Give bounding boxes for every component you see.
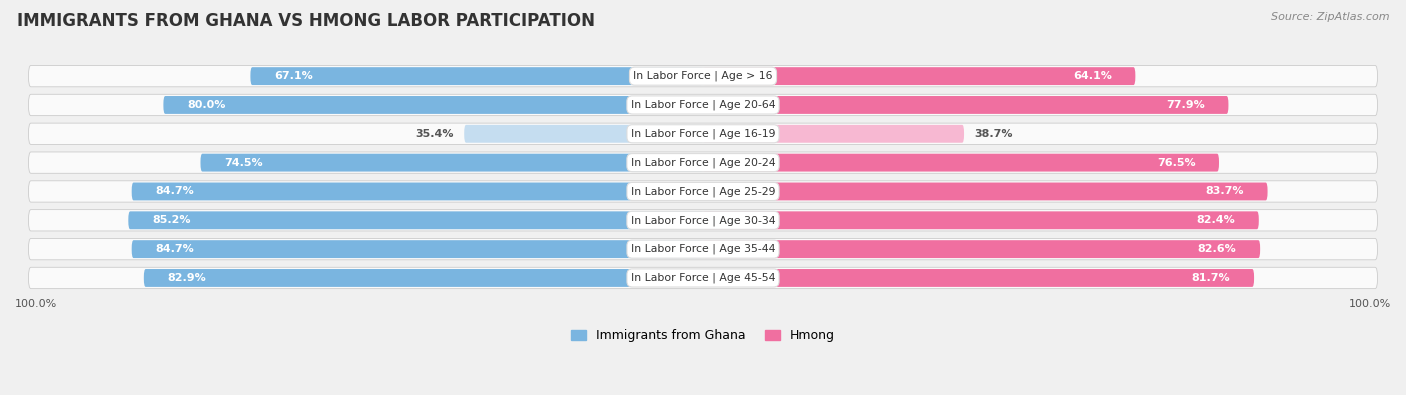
FancyBboxPatch shape: [28, 181, 1378, 202]
Text: 82.4%: 82.4%: [1197, 215, 1236, 225]
Text: 74.5%: 74.5%: [224, 158, 263, 167]
FancyBboxPatch shape: [250, 67, 703, 85]
FancyBboxPatch shape: [703, 182, 1268, 200]
Text: In Labor Force | Age 16-19: In Labor Force | Age 16-19: [631, 128, 775, 139]
FancyBboxPatch shape: [28, 123, 1378, 145]
FancyBboxPatch shape: [28, 210, 1378, 231]
FancyBboxPatch shape: [28, 152, 1378, 173]
Text: 64.1%: 64.1%: [1073, 71, 1112, 81]
Text: 77.9%: 77.9%: [1166, 100, 1205, 110]
Text: 82.9%: 82.9%: [167, 273, 207, 283]
FancyBboxPatch shape: [703, 269, 1254, 287]
FancyBboxPatch shape: [464, 125, 703, 143]
Text: 67.1%: 67.1%: [274, 71, 312, 81]
FancyBboxPatch shape: [28, 267, 1378, 289]
FancyBboxPatch shape: [132, 182, 703, 200]
Text: 82.6%: 82.6%: [1198, 244, 1236, 254]
Text: In Labor Force | Age 35-44: In Labor Force | Age 35-44: [631, 244, 775, 254]
Text: 83.7%: 83.7%: [1205, 186, 1244, 196]
Text: 100.0%: 100.0%: [1348, 299, 1391, 309]
Text: 76.5%: 76.5%: [1157, 158, 1195, 167]
Text: Source: ZipAtlas.com: Source: ZipAtlas.com: [1271, 12, 1389, 22]
FancyBboxPatch shape: [703, 96, 1229, 114]
FancyBboxPatch shape: [703, 240, 1260, 258]
Text: 84.7%: 84.7%: [155, 244, 194, 254]
FancyBboxPatch shape: [28, 239, 1378, 260]
Text: 80.0%: 80.0%: [187, 100, 225, 110]
FancyBboxPatch shape: [128, 211, 703, 229]
FancyBboxPatch shape: [703, 211, 1258, 229]
FancyBboxPatch shape: [703, 67, 1136, 85]
Text: In Labor Force | Age 20-64: In Labor Force | Age 20-64: [631, 100, 775, 110]
Text: In Labor Force | Age 30-34: In Labor Force | Age 30-34: [631, 215, 775, 226]
FancyBboxPatch shape: [143, 269, 703, 287]
Text: 84.7%: 84.7%: [155, 186, 194, 196]
FancyBboxPatch shape: [163, 96, 703, 114]
Text: In Labor Force | Age > 16: In Labor Force | Age > 16: [633, 71, 773, 81]
Text: 35.4%: 35.4%: [416, 129, 454, 139]
Text: 100.0%: 100.0%: [15, 299, 58, 309]
Text: 81.7%: 81.7%: [1192, 273, 1230, 283]
Text: 85.2%: 85.2%: [152, 215, 190, 225]
FancyBboxPatch shape: [28, 66, 1378, 87]
Text: IMMIGRANTS FROM GHANA VS HMONG LABOR PARTICIPATION: IMMIGRANTS FROM GHANA VS HMONG LABOR PAR…: [17, 12, 595, 30]
FancyBboxPatch shape: [28, 94, 1378, 116]
FancyBboxPatch shape: [703, 154, 1219, 171]
FancyBboxPatch shape: [201, 154, 703, 171]
Legend: Immigrants from Ghana, Hmong: Immigrants from Ghana, Hmong: [567, 324, 839, 347]
FancyBboxPatch shape: [703, 125, 965, 143]
Text: In Labor Force | Age 20-24: In Labor Force | Age 20-24: [631, 157, 775, 168]
FancyBboxPatch shape: [132, 240, 703, 258]
Text: In Labor Force | Age 25-29: In Labor Force | Age 25-29: [631, 186, 775, 197]
Text: In Labor Force | Age 45-54: In Labor Force | Age 45-54: [631, 273, 775, 283]
Text: 38.7%: 38.7%: [974, 129, 1012, 139]
